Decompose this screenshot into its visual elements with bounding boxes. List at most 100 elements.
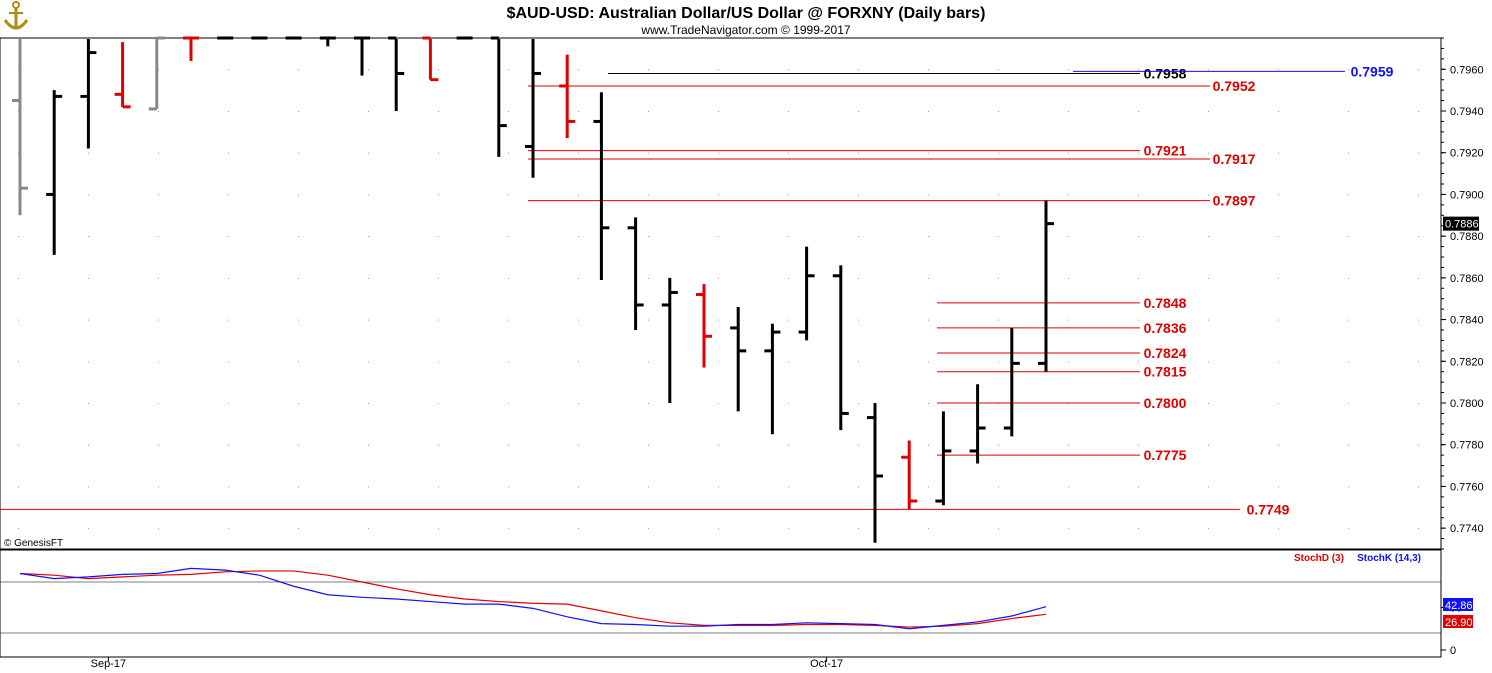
grid-dot [298, 486, 299, 488]
level-label: 0.7917 [1213, 151, 1256, 167]
ohlc-bar [422, 36, 439, 82]
grid-dot [858, 528, 859, 530]
grid-dot [1138, 152, 1139, 154]
ohlc-bar [661, 277, 678, 403]
ohlc-bar [285, 36, 302, 40]
ohlc-bar [559, 54, 576, 139]
grid-dot [928, 528, 929, 530]
grid-dot [158, 152, 159, 154]
grid-dot [578, 444, 579, 446]
grid-dot [298, 319, 299, 321]
grid-dot [648, 277, 649, 279]
ohlc-bar [388, 36, 405, 111]
grid-dot [648, 319, 649, 321]
grid-dot [1418, 486, 1419, 488]
grid-dot [1138, 194, 1139, 196]
grid-dot [298, 194, 299, 196]
grid-dot [228, 194, 229, 196]
grid-dot [928, 277, 929, 279]
grid-dot [1208, 111, 1209, 112]
grid-dot [578, 528, 579, 530]
level-label: 0.7959 [1351, 63, 1394, 79]
y-tick-label: 0.7840 [1450, 315, 1484, 327]
price-axis: 0.7740 0.7760 0.7780 0.7800 0.7820 0.7840 0.78… [1441, 37, 1484, 550]
grid-dot [158, 277, 159, 279]
grid-dot [1278, 361, 1279, 363]
grid-dot [298, 361, 299, 363]
grid-dot [228, 111, 229, 112]
grid-dot [858, 152, 859, 154]
ohlc-bar [867, 403, 883, 543]
grid-dot [1348, 444, 1349, 446]
grid-dot [578, 486, 579, 488]
grid-dot [508, 319, 509, 321]
grid-dot [858, 361, 859, 363]
grid-dot [1348, 403, 1349, 404]
grid-dot [788, 111, 789, 112]
grid-dot [1068, 111, 1069, 112]
last-price-box [1443, 216, 1479, 231]
legend-stoch-k: StochK (14,3) [1357, 553, 1421, 564]
grid-dot [368, 69, 369, 71]
grid-dot [18, 361, 19, 363]
grid-dot [1208, 152, 1209, 154]
grid-dot [1138, 236, 1139, 238]
grid-dot [1418, 403, 1419, 404]
anchor-logo-icon [3, 1, 29, 30]
grid-dot [578, 194, 579, 196]
y-tick-label: 0.7780 [1450, 440, 1484, 452]
grid-dot [508, 69, 509, 71]
grid-dot [298, 277, 299, 279]
grid-dot [88, 236, 89, 238]
grid-dot [788, 236, 789, 238]
level-label: 0.7800 [1144, 395, 1187, 411]
level-label: 0.7775 [1144, 447, 1187, 463]
price-panel [0, 37, 1442, 550]
grid-dot [1068, 361, 1069, 363]
grid-dot [298, 111, 299, 112]
grid-dot [88, 319, 89, 321]
y-tick-label: 0.7900 [1450, 189, 1484, 201]
y-tick-label: 0.7880 [1450, 231, 1484, 243]
grid-dot [88, 277, 89, 279]
grid-dot [508, 361, 509, 363]
grid-dot [1278, 236, 1279, 238]
grid-dot [718, 403, 719, 404]
grid-dot [1278, 403, 1279, 404]
grid-dot [368, 194, 369, 196]
grid-dot [858, 69, 859, 71]
grid-dot [718, 277, 719, 279]
level-label: 0.7958 [1144, 65, 1187, 81]
grid-dot [1138, 361, 1139, 363]
grid-dot [1418, 152, 1419, 154]
grid-dot [1068, 236, 1069, 238]
grid-dot [368, 319, 369, 321]
grid-dot [438, 236, 439, 238]
price-bars [12, 36, 1054, 543]
y-tick-label: 0.7860 [1450, 273, 1484, 285]
grid-dot [228, 152, 229, 154]
grid-dot [298, 528, 299, 530]
last-price-label: 0.7886 [1445, 219, 1479, 231]
grid-dot [718, 528, 719, 530]
grid-dot [438, 277, 439, 279]
grid-dot [648, 111, 649, 112]
grid-dot [1068, 69, 1069, 71]
grid-dot [718, 486, 719, 488]
grid-dot [88, 152, 89, 154]
ohlc-bar [354, 36, 370, 76]
grid-dot [1138, 528, 1139, 530]
ohlc-bar [183, 36, 199, 61]
grid-dot [928, 111, 929, 112]
grid-dot [508, 528, 509, 530]
ohlc-bar [217, 36, 234, 40]
grid-dot [928, 403, 929, 404]
grid-dot [998, 528, 999, 530]
grid-dot [858, 444, 859, 446]
grid-dot [998, 111, 999, 112]
grid-dot [1278, 486, 1279, 488]
grid-dot [1348, 236, 1349, 238]
y-tick-label: 0.7820 [1450, 356, 1484, 368]
grid-dot [928, 236, 929, 238]
grid-dot [648, 69, 649, 71]
